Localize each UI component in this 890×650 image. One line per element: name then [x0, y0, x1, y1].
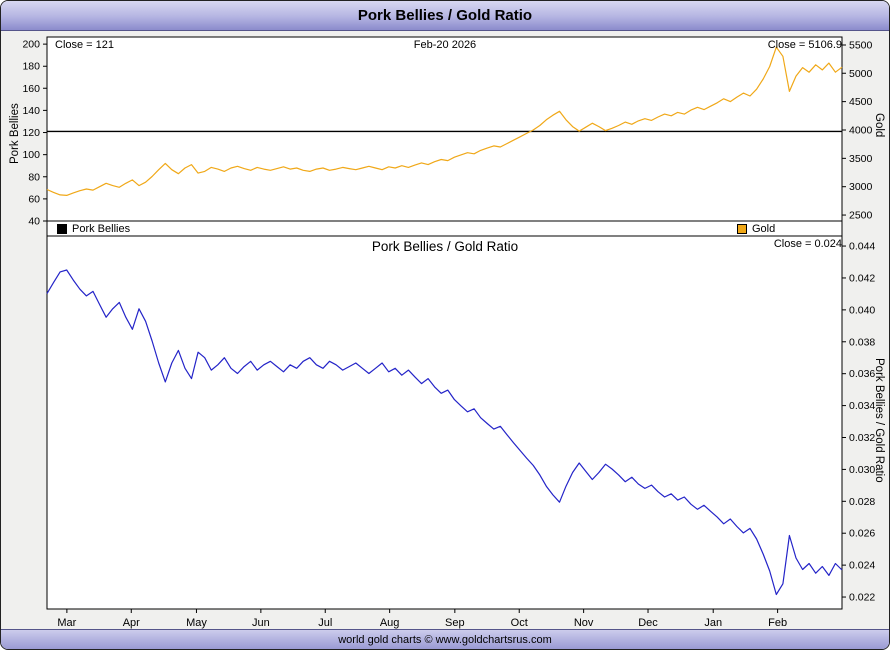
month-tick-label: Jul [318, 617, 332, 629]
gold-axis-title: Gold [873, 113, 885, 138]
month-tick-label: Oct [511, 617, 528, 629]
ratio-panel-title: Pork Bellies / Gold Ratio [371, 239, 519, 254]
gold-axis-tick-label: 5000 [849, 68, 873, 80]
ratio-line [46, 269, 843, 596]
gold-close-annotation: Close = 5106.9 [767, 39, 842, 51]
chart-canvas: 40 60 80 100 120 140 160 180 200 2500 3000 3500 4000… [22, 36, 875, 629]
ratio-axis-tick-label: 0.038 [849, 336, 875, 348]
page-title: Pork Bellies / Gold Ratio [1, 1, 889, 31]
lower-plot-area [46, 235, 843, 610]
ratio-axis-tick-label: 0.042 [849, 272, 875, 284]
ratio-axis-tick-label: 0.030 [849, 464, 875, 476]
gold-axis-tick-label: 4500 [849, 96, 873, 108]
gold-axis-tick-label: 5500 [849, 39, 873, 51]
month-tick-label: Jun [252, 617, 270, 629]
left-axis-tick-label: 200 [22, 39, 40, 51]
gold-axis-tick-label: 4000 [849, 124, 873, 136]
gold-axis-tick-label: 3000 [849, 181, 873, 193]
ratio-axis-tick-label: 0.028 [849, 496, 875, 508]
gold-axis-tick-label: 3500 [849, 153, 873, 165]
month-tick-label: Jan [704, 617, 722, 629]
footer-credit: world gold charts © www.goldchartsrus.co… [1, 629, 889, 649]
gold-swatch-icon [737, 224, 747, 234]
month-tick-label: Mar [57, 617, 76, 629]
chart-region: 40 60 80 100 120 140 160 180 200 2500 3000 3500 4000… [1, 31, 889, 629]
month-tick-label: Aug [380, 617, 400, 629]
legend-item-pork-bellies: Pork Bellies [57, 222, 130, 236]
ratio-axis-tick-label: 0.024 [849, 560, 875, 572]
month-tick-label: Sep [445, 617, 465, 629]
pork-bellies-swatch-icon [57, 224, 67, 234]
left-axis-tick-label: 120 [22, 127, 40, 139]
month-tick-label: Nov [574, 617, 594, 629]
left-axis-tick-label: 160 [22, 83, 40, 95]
ratio-axis-tick-label: 0.034 [849, 400, 875, 412]
gold-line [46, 46, 843, 196]
upper-plot-area [46, 36, 843, 222]
left-axis-title: Pork Bellies [9, 103, 21, 164]
left-axis-tick-label: 100 [22, 149, 40, 161]
ratio-axis-tick-label: 0.022 [849, 592, 875, 604]
gold-axis-tick-label: 2500 [849, 210, 873, 222]
month-tick-label: Apr [123, 617, 140, 629]
ratio-axis-tick-label: 0.026 [849, 528, 875, 540]
ratio-close-annotation: Close = 0.024 [773, 238, 842, 250]
legend-label-gold: Gold [752, 222, 776, 235]
month-tick-label: May [186, 617, 207, 629]
left-axis-tick-label: 60 [28, 193, 40, 205]
left-axis-tick-label: 180 [22, 61, 40, 73]
left-axis-tick-label: 80 [28, 171, 40, 183]
ratio-axis-tick-label: 0.036 [849, 368, 875, 380]
left-axis-tick-label: 40 [28, 216, 40, 228]
date-annotation: Feb-20 2026 [413, 39, 477, 51]
pork-bellies-close-annotation: Close = 121 [55, 39, 115, 51]
ratio-axis-tick-label: 0.044 [849, 241, 875, 253]
legend-strip [46, 220, 843, 237]
month-tick-label: Feb [768, 617, 787, 629]
month-tick-label: Dec [638, 617, 658, 629]
left-axis-tick-label: 140 [22, 105, 40, 117]
legend-item-gold: Gold [737, 222, 775, 236]
ratio-axis-title: Pork Bellies / Gold Ratio [873, 358, 885, 483]
legend-label-pork-bellies: Pork Bellies [72, 222, 131, 235]
ratio-axis-tick-label: 0.032 [849, 432, 875, 444]
ratio-axis-tick-label: 0.040 [849, 304, 875, 316]
